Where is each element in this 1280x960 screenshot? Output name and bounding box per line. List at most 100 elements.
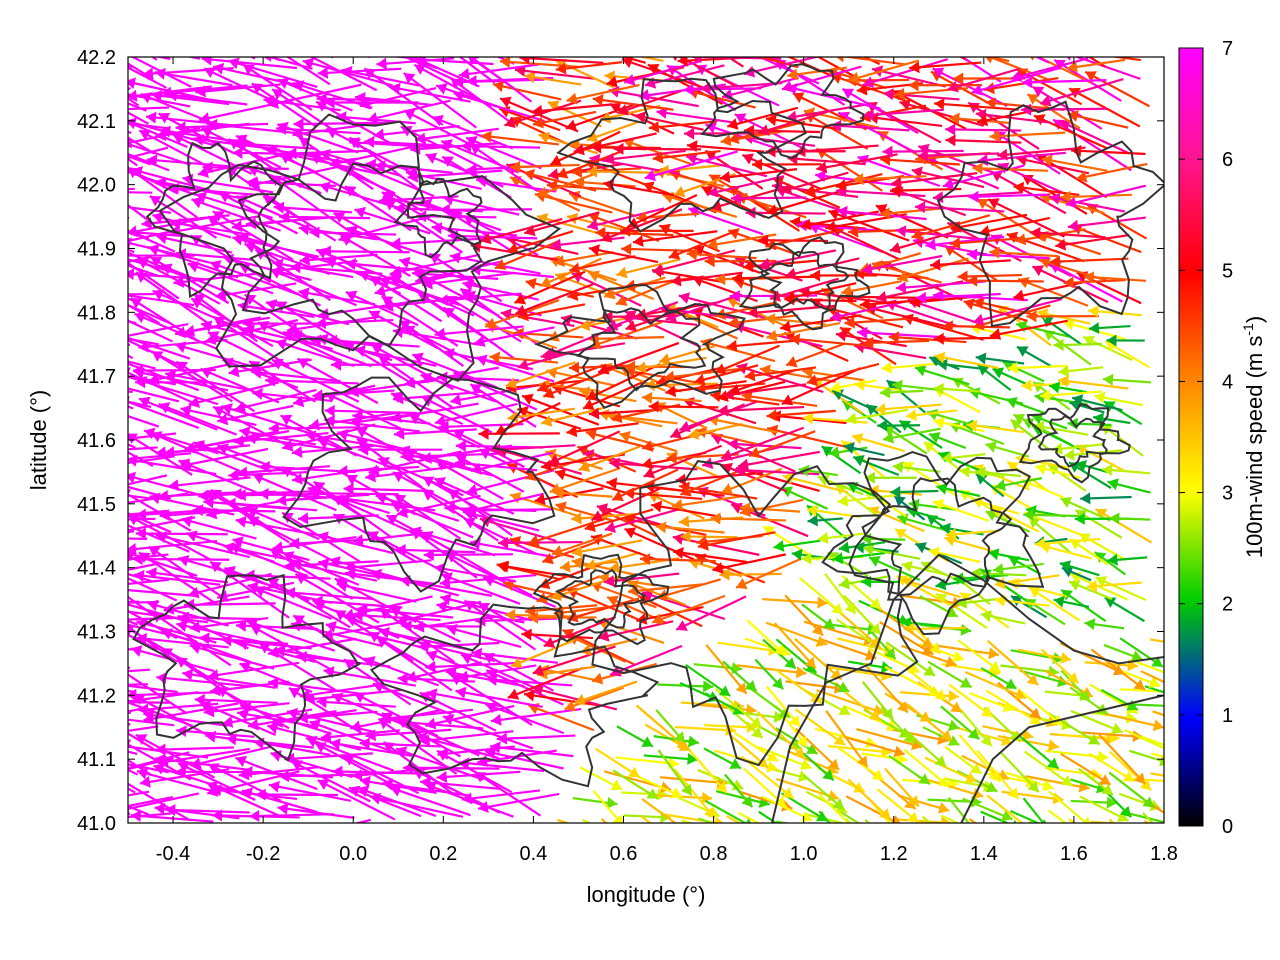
wind-arrowhead	[1061, 589, 1073, 601]
wind-arrow	[372, 682, 452, 716]
wind-arrowhead	[256, 15, 268, 26]
wind-arrow	[786, 85, 881, 110]
wind-arrowhead	[455, 686, 467, 699]
wind-arrowhead	[1023, 508, 1034, 521]
wind-arrow	[555, 57, 561, 58]
wind-arrow	[845, 795, 901, 823]
wind-arrowhead	[911, 166, 923, 179]
wind-arrow	[839, 326, 897, 366]
y-tick-label: 42.0	[77, 175, 116, 197]
wind-arrow	[930, 259, 1011, 267]
wind-arrow	[133, 370, 229, 392]
wind-arrow	[1055, 234, 1130, 248]
wind-arrow	[1010, 810, 1041, 823]
wind-arrowhead	[148, 546, 161, 558]
wind-arrowhead	[178, 611, 189, 624]
wind-arrow	[1017, 277, 1089, 307]
wind-arrowhead	[442, 156, 454, 167]
wind-arrowhead	[703, 806, 715, 819]
wind-arrowhead	[719, 171, 731, 184]
wind-arrowhead	[1032, 265, 1044, 277]
wind-arrowhead	[117, 741, 128, 753]
colorbar-tick-label: 0	[1222, 816, 1233, 838]
wind-arrowhead	[317, 779, 330, 791]
wind-arrowhead	[868, 709, 881, 721]
wind-arrow	[359, 87, 437, 108]
wind-arrow	[463, 508, 553, 512]
wind-arrow	[128, 706, 149, 713]
wind-arrow	[756, 711, 806, 759]
wind-arrowhead	[1088, 322, 1100, 335]
wind-arrowhead	[1002, 360, 1015, 372]
wind-arrowhead	[198, 489, 209, 502]
wind-arrowhead	[763, 526, 775, 537]
wind-arrowhead	[90, 14, 102, 25]
wind-arrow	[478, 432, 560, 435]
wind-arrow	[415, 127, 499, 141]
wind-arrow	[683, 87, 762, 91]
wind-arrow	[566, 597, 640, 621]
colorbar-tick-label: 6	[1222, 149, 1233, 171]
wind-arrow	[617, 89, 684, 115]
wind-arrow	[679, 468, 743, 496]
wind-arrow	[624, 369, 697, 384]
wind-arrow	[1090, 648, 1146, 691]
wind-arrowhead	[621, 243, 632, 256]
wind-arrow	[1103, 712, 1164, 729]
wind-arrowhead	[231, 220, 243, 233]
wind-arrow	[880, 158, 960, 166]
wind-arrowhead	[152, 289, 165, 301]
terrain-contour	[532, 553, 670, 646]
wind-arrow	[1084, 70, 1150, 108]
wind-arrowhead	[267, 722, 279, 735]
wind-arrowhead	[854, 379, 866, 392]
wind-arrow	[623, 491, 703, 501]
wind-arrow	[403, 57, 463, 85]
wind-arrow	[503, 581, 575, 601]
wind-arrow	[434, 325, 524, 336]
wind-arrow	[804, 112, 869, 150]
wind-arrowhead	[296, 650, 308, 663]
wind-arrow	[968, 193, 1049, 199]
wind-arrowhead	[136, 618, 148, 630]
wind-arrowhead	[1048, 31, 1060, 41]
colorbar-tick-label: 4	[1222, 371, 1233, 393]
wind-arrowhead	[1042, 779, 1054, 791]
wind-arrow	[675, 471, 763, 482]
wind-arrowhead	[789, 715, 801, 727]
wind-arrowhead	[158, 402, 171, 414]
wind-arrowhead	[450, 251, 461, 264]
wind-arrowhead	[769, 825, 781, 836]
wind-arrow	[828, 209, 910, 242]
wind-arrowhead	[989, 130, 1000, 143]
wind-arrowhead	[1009, 730, 1021, 742]
wind-arrowhead	[883, 431, 895, 444]
wind-arrowhead	[462, 279, 474, 292]
wind-arrow	[128, 235, 129, 238]
wind-arrowhead	[457, 670, 469, 683]
wind-arrowhead	[973, 297, 985, 310]
wind-arrowhead	[439, 203, 450, 216]
wind-arrowhead	[165, 804, 176, 817]
wind-arrowhead	[1026, 673, 1039, 685]
wind-arrow	[759, 249, 837, 267]
wind-arrow	[499, 60, 579, 68]
wind-arrow	[815, 147, 883, 192]
wind-arrow	[825, 710, 869, 768]
wind-arrow	[787, 66, 848, 77]
wind-arrowhead	[507, 688, 520, 700]
wind-arrowhead	[1007, 361, 1018, 374]
wind-arrowhead	[862, 76, 875, 88]
wind-arrowhead	[371, 344, 384, 355]
wind-arrowhead	[950, 701, 962, 713]
wind-arrowhead	[1053, 595, 1065, 608]
wind-arrowhead	[598, 363, 610, 375]
wind-arrowhead	[981, 829, 993, 840]
wind-arrow	[911, 214, 991, 239]
wind-arrowhead	[208, 669, 219, 681]
wind-arrow	[737, 811, 761, 823]
wind-arrowhead	[486, 673, 498, 686]
wind-arrowhead	[434, 477, 446, 489]
wind-arrow	[1095, 508, 1153, 544]
wind-arrowhead	[397, 672, 408, 685]
